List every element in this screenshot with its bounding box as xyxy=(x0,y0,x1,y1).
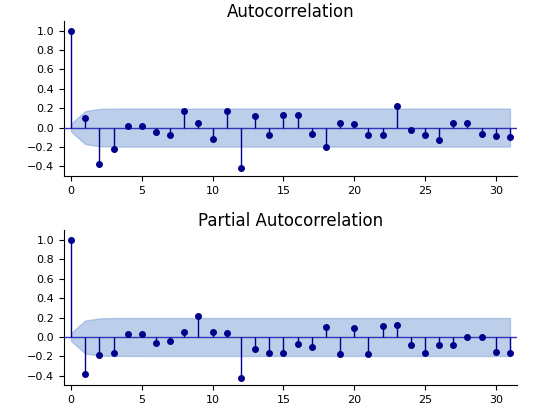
Title: Autocorrelation: Autocorrelation xyxy=(227,3,354,21)
Title: Partial Autocorrelation: Partial Autocorrelation xyxy=(198,212,383,230)
